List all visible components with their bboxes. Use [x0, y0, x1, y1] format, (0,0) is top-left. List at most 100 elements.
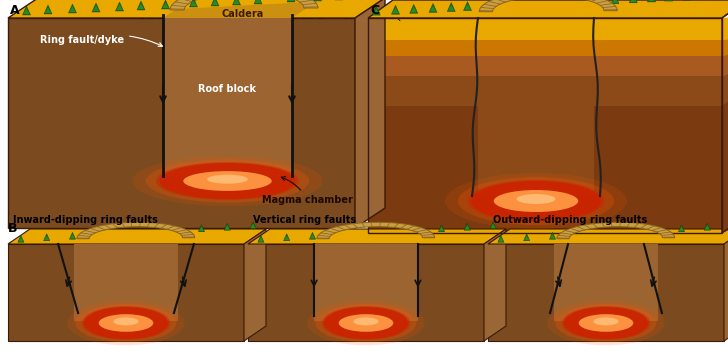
Polygon shape — [190, 1, 197, 6]
Polygon shape — [8, 0, 385, 18]
Polygon shape — [705, 225, 710, 230]
Polygon shape — [211, 0, 219, 6]
Ellipse shape — [67, 300, 185, 345]
Text: B: B — [8, 222, 17, 235]
Polygon shape — [479, 0, 617, 12]
Polygon shape — [724, 229, 728, 341]
Polygon shape — [232, 0, 240, 5]
Polygon shape — [368, 18, 722, 40]
Polygon shape — [23, 9, 30, 14]
Polygon shape — [478, 40, 594, 56]
Polygon shape — [368, 0, 728, 18]
Polygon shape — [314, 244, 418, 321]
Ellipse shape — [494, 190, 578, 212]
Polygon shape — [368, 40, 722, 56]
Polygon shape — [198, 225, 205, 232]
Polygon shape — [629, 0, 637, 3]
Polygon shape — [317, 222, 435, 239]
Polygon shape — [250, 224, 256, 228]
Text: Roof block: Roof block — [199, 84, 256, 94]
Text: Caldera rim: Caldera rim — [0, 350, 1, 351]
Polygon shape — [722, 51, 728, 76]
Polygon shape — [68, 4, 76, 13]
Ellipse shape — [316, 304, 416, 342]
Ellipse shape — [468, 180, 604, 222]
Polygon shape — [448, 5, 454, 11]
Ellipse shape — [207, 175, 248, 184]
Ellipse shape — [471, 181, 601, 221]
Polygon shape — [722, 16, 728, 40]
Ellipse shape — [445, 173, 627, 229]
Polygon shape — [248, 244, 484, 341]
Polygon shape — [630, 0, 636, 2]
Polygon shape — [557, 222, 675, 239]
Polygon shape — [410, 4, 418, 13]
Ellipse shape — [516, 194, 555, 204]
Ellipse shape — [159, 163, 296, 199]
Polygon shape — [288, 0, 294, 1]
Polygon shape — [368, 56, 722, 76]
Polygon shape — [44, 236, 50, 240]
Ellipse shape — [562, 306, 650, 340]
Polygon shape — [258, 237, 264, 241]
Polygon shape — [392, 5, 400, 14]
Polygon shape — [199, 227, 204, 231]
Polygon shape — [665, 0, 673, 1]
Text: Caldera: Caldera — [221, 9, 264, 19]
Ellipse shape — [339, 314, 393, 332]
Polygon shape — [254, 0, 262, 4]
Polygon shape — [524, 236, 529, 240]
Polygon shape — [309, 232, 316, 239]
Polygon shape — [248, 229, 506, 244]
Polygon shape — [255, 0, 261, 3]
Polygon shape — [18, 237, 23, 241]
Ellipse shape — [579, 314, 633, 332]
Polygon shape — [612, 0, 618, 3]
Polygon shape — [44, 234, 50, 241]
Ellipse shape — [84, 307, 168, 339]
Polygon shape — [137, 1, 145, 10]
Polygon shape — [523, 234, 530, 241]
Polygon shape — [554, 244, 658, 321]
Polygon shape — [647, 0, 655, 2]
Polygon shape — [478, 56, 594, 76]
Polygon shape — [17, 235, 24, 242]
Polygon shape — [465, 225, 470, 230]
Polygon shape — [392, 8, 399, 13]
Polygon shape — [287, 0, 295, 2]
Polygon shape — [163, 2, 317, 18]
Polygon shape — [498, 235, 504, 242]
Polygon shape — [678, 225, 684, 232]
Polygon shape — [355, 0, 385, 228]
Polygon shape — [411, 7, 417, 12]
Polygon shape — [430, 6, 436, 12]
Ellipse shape — [322, 306, 410, 340]
Polygon shape — [649, 0, 654, 1]
Polygon shape — [74, 244, 178, 321]
Polygon shape — [439, 227, 444, 231]
Ellipse shape — [353, 317, 379, 325]
Polygon shape — [368, 76, 722, 106]
Polygon shape — [478, 18, 594, 40]
Polygon shape — [8, 244, 244, 341]
Polygon shape — [189, 0, 197, 7]
Polygon shape — [116, 2, 124, 11]
Polygon shape — [438, 225, 445, 232]
Polygon shape — [314, 0, 322, 1]
Polygon shape — [138, 4, 144, 9]
Polygon shape — [44, 5, 52, 14]
Polygon shape — [23, 6, 31, 15]
Polygon shape — [373, 9, 379, 14]
Ellipse shape — [114, 317, 138, 325]
Polygon shape — [447, 2, 455, 12]
Polygon shape — [77, 222, 194, 239]
Polygon shape — [116, 5, 122, 10]
Text: A: A — [10, 4, 20, 17]
Text: Ring fault/dyke: Ring fault/dyke — [40, 35, 162, 46]
Polygon shape — [490, 222, 496, 229]
Ellipse shape — [146, 159, 309, 203]
Ellipse shape — [183, 171, 272, 191]
Polygon shape — [258, 235, 264, 242]
Polygon shape — [162, 0, 170, 9]
Ellipse shape — [76, 304, 176, 342]
